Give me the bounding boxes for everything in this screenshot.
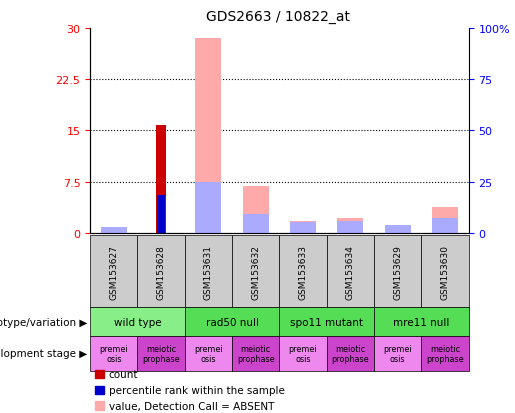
Text: GSM153631: GSM153631: [204, 244, 213, 299]
Text: development stage ▶: development stage ▶: [0, 348, 88, 358]
Bar: [432, 207, 458, 233]
Bar: [195, 39, 221, 233]
Bar: [195, 182, 221, 233]
Text: GSM153633: GSM153633: [299, 244, 307, 299]
Bar: [243, 214, 269, 233]
Text: percentile rank within the sample: percentile rank within the sample: [109, 385, 285, 395]
Text: GSM153632: GSM153632: [251, 244, 260, 299]
Text: wild type: wild type: [114, 317, 161, 327]
Text: premei
osis: premei osis: [383, 344, 412, 363]
Bar: [290, 221, 316, 233]
Text: value, Detection Call = ABSENT: value, Detection Call = ABSENT: [109, 401, 274, 411]
Text: GSM153630: GSM153630: [440, 244, 450, 299]
Text: spo11 mutant: spo11 mutant: [290, 317, 363, 327]
Bar: [337, 218, 364, 233]
Bar: [337, 221, 364, 233]
Bar: [385, 226, 410, 233]
Bar: [290, 223, 316, 233]
Text: GDS2663 / 10822_at: GDS2663 / 10822_at: [206, 10, 350, 24]
Text: premei
osis: premei osis: [194, 344, 222, 363]
Bar: [101, 227, 127, 233]
Text: mre11 null: mre11 null: [393, 317, 450, 327]
Text: GSM153634: GSM153634: [346, 244, 355, 299]
Bar: [157, 196, 165, 233]
Text: GSM153629: GSM153629: [393, 244, 402, 299]
Text: meiotic
prophase: meiotic prophase: [426, 344, 464, 363]
Text: meiotic
prophase: meiotic prophase: [142, 344, 180, 363]
Bar: [432, 218, 458, 233]
Bar: [385, 226, 410, 233]
Text: GSM153627: GSM153627: [109, 244, 118, 299]
Text: meiotic
prophase: meiotic prophase: [237, 344, 274, 363]
Bar: [156, 126, 166, 233]
Text: rad50 null: rad50 null: [205, 317, 259, 327]
Text: premei
osis: premei osis: [289, 344, 317, 363]
Text: genotype/variation ▶: genotype/variation ▶: [0, 317, 88, 327]
Text: premei
osis: premei osis: [99, 344, 128, 363]
Bar: [243, 187, 269, 233]
Text: count: count: [109, 369, 138, 379]
Text: GSM153628: GSM153628: [157, 244, 166, 299]
Text: meiotic
prophase: meiotic prophase: [332, 344, 369, 363]
Bar: [101, 230, 127, 233]
